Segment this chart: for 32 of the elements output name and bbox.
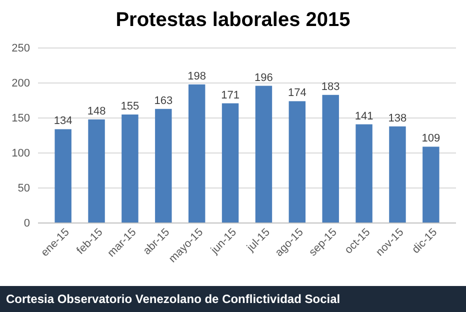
bar	[88, 119, 105, 223]
data-label: 138	[388, 112, 407, 124]
y-tick-label: 0	[24, 218, 30, 230]
bar	[54, 129, 72, 223]
data-label: 109	[422, 132, 440, 145]
chart-title: Protestas laborales 2015	[116, 9, 350, 31]
data-label: 155	[120, 100, 140, 112]
bar	[288, 101, 306, 223]
bar	[389, 126, 406, 223]
data-label: 171	[221, 89, 240, 102]
data-label: 174	[288, 87, 306, 100]
y-tick-label: 50	[18, 182, 30, 195]
bar	[322, 94, 339, 223]
text: Cortesia Observatorio Venezolano de Conflictividad Social	[6, 292, 340, 306]
y-tick-label: 100	[12, 148, 30, 160]
bar	[155, 108, 172, 223]
data-label: 196	[254, 72, 273, 84]
bar	[356, 124, 372, 223]
y-tick-label: 200	[12, 78, 30, 90]
bar	[255, 86, 272, 223]
bar	[122, 114, 138, 223]
data-label: 198	[188, 70, 206, 82]
data-label: 148	[87, 105, 106, 118]
data-label: 163	[154, 94, 173, 107]
data-label: 134	[54, 115, 72, 128]
data-label: 141	[354, 110, 374, 122]
bar	[188, 84, 206, 223]
data-label: 183	[321, 80, 340, 93]
y-tick-label: 150	[12, 112, 30, 125]
y-tick-label: 250	[12, 42, 30, 55]
bar	[422, 146, 440, 223]
bar	[222, 103, 239, 223]
